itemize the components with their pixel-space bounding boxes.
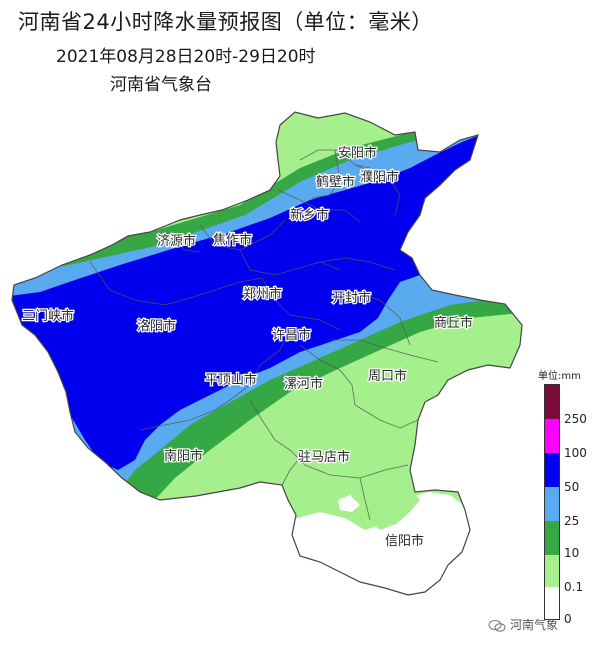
legend-tick-25: 25 (564, 514, 580, 528)
precipitation-legend (544, 384, 560, 620)
city-label-luohe: 漯河市 (284, 376, 323, 392)
legend-tick-0: 0 (564, 612, 572, 626)
wechat-icon (488, 619, 506, 632)
city-label-xinxiang: 新乡市 (290, 207, 329, 223)
source-watermark: 河南气象 (488, 616, 558, 633)
prefecture-boundaries (89, 149, 439, 521)
legend-tick-0.1: 0.1 (564, 580, 584, 594)
city-label-jiyuan: 济源市 (157, 233, 196, 249)
city-label-xuchang: 许昌市 (272, 327, 311, 343)
legend-swatch-100-250 (545, 419, 559, 453)
legend-unit-label: 单位:mm (538, 371, 581, 382)
city-label-nanyang: 南阳市 (164, 448, 203, 464)
city-label-pingdingshan: 平顶山市 (205, 372, 257, 388)
legend-tick-50: 50 (564, 480, 580, 494)
legend-swatch-250-plus (545, 385, 559, 419)
forecast-period: 2021年08月28日20时-29日20时 (56, 47, 316, 67)
province-boundary (11, 111, 523, 596)
city-label-jiaozuo: 焦作市 (213, 232, 252, 248)
city-label-zhoukou: 周口市 (368, 368, 407, 384)
watermark-text: 河南气象 (510, 618, 559, 632)
city-label-anyang: 安阳市 (338, 145, 377, 161)
city-label-zhengzhou: 郑州市 (243, 286, 282, 302)
legend-swatch-0-0.1 (545, 587, 559, 619)
legend-swatch-50-100 (545, 453, 559, 487)
legend-swatch-25-50 (545, 487, 559, 521)
city-label-sanmenxia: 三门峡市 (22, 308, 74, 324)
legend-tick-250: 250 (564, 412, 587, 426)
city-label-kaifeng: 开封市 (332, 290, 371, 306)
city-label-xinyang: 信阳市 (385, 533, 424, 549)
legend-swatch-10-25 (545, 521, 559, 555)
rainfall-bands (12, 112, 522, 595)
legend-tick-10: 10 (564, 546, 580, 560)
legend-tick-100: 100 (564, 446, 587, 460)
city-label-puyang: 濮阳市 (360, 169, 399, 185)
issuing-agency: 河南省气象台 (110, 75, 212, 95)
city-label-zhumadian: 驻马店市 (298, 449, 350, 465)
band-0-0.1 (338, 495, 360, 512)
band-0.1-10 (368, 490, 420, 530)
city-label-hebi: 鹤壁市 (316, 174, 355, 190)
city-label-shangqiu: 商丘市 (434, 315, 473, 331)
legend-swatch-0.1-10 (545, 555, 559, 587)
map-title: 河南省24小时降水量预报图（单位：毫米） (18, 10, 433, 34)
city-label-luoyang: 洛阳市 (137, 318, 176, 334)
band-50-100 (12, 135, 480, 470)
